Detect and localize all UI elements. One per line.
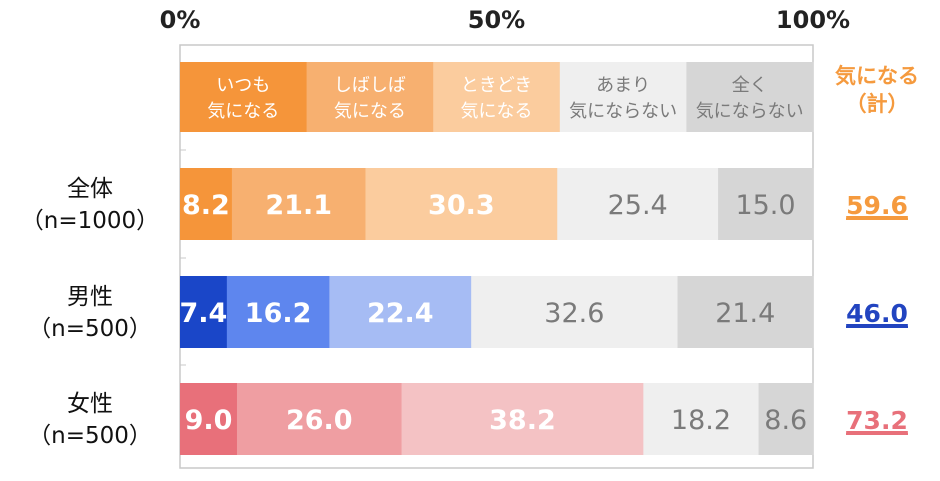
legend-label-line2: 気にならない <box>696 101 804 122</box>
bar-segment <box>231 168 366 240</box>
legend-label-line2: 気にならない <box>569 101 677 122</box>
data-label: 38.2 <box>489 405 556 436</box>
data-label: 8.2 <box>182 190 230 221</box>
plot-frame <box>179 44 814 469</box>
category-label-line2: （n=500） <box>28 423 152 449</box>
bar-segment <box>365 168 558 240</box>
sum-header-line2: （計） <box>845 92 909 116</box>
sum-value: 73.2 <box>846 406 908 435</box>
category-label-line1: 男性 <box>67 284 113 310</box>
data-label: 21.1 <box>265 190 332 221</box>
legend-label-line1: しばしば <box>334 75 406 96</box>
bar-segment <box>677 276 814 348</box>
legend-swatch <box>686 62 814 132</box>
sum-value: 59.6 <box>846 191 908 220</box>
bar-segment <box>180 168 233 240</box>
data-label: 21.4 <box>715 298 775 329</box>
data-label: 7.4 <box>179 298 227 329</box>
sum-column-header: 気になる （計） <box>818 62 936 118</box>
bar-segment <box>401 383 644 455</box>
legend-swatch <box>433 62 561 132</box>
legend-label-line2: 気になる <box>207 101 279 122</box>
category-label-line1: 女性 <box>67 391 113 417</box>
legend-label-line1: 全く <box>732 75 768 96</box>
data-label: 26.0 <box>286 405 353 436</box>
legend-swatch <box>559 62 687 132</box>
data-label: 16.2 <box>245 298 312 329</box>
data-label: 15.0 <box>735 190 795 221</box>
legend-label-line1: ときどき <box>461 75 532 96</box>
data-label: 25.4 <box>608 190 668 221</box>
data-label: 32.6 <box>544 298 604 329</box>
x-tick-label: 50% <box>468 6 525 34</box>
bar-segment <box>180 383 238 455</box>
category-label-line2: （n=1000） <box>21 208 159 234</box>
bar-segment <box>643 383 760 455</box>
data-label: 9.0 <box>185 405 233 436</box>
bar-segment <box>471 276 679 348</box>
bar-segment <box>180 276 228 348</box>
category-label-line2: （n=500） <box>28 316 152 342</box>
legend-label-line1: いつも <box>216 75 270 96</box>
bar-segment <box>557 168 719 240</box>
sum-value: 46.0 <box>846 299 908 328</box>
legend-label-line2: 気になる <box>334 101 406 122</box>
category-label-line1: 全体 <box>67 176 113 202</box>
bar-segment <box>329 276 472 348</box>
bar-segment <box>758 383 814 455</box>
x-tick-label: 100% <box>776 6 850 34</box>
data-label: 30.3 <box>428 190 495 221</box>
legend-swatch <box>306 62 434 132</box>
data-label: 22.4 <box>367 298 434 329</box>
x-tick-label: 0% <box>160 6 201 34</box>
sum-header-line1: 気になる <box>835 64 919 88</box>
legend-label-line1: あまり <box>596 75 650 96</box>
data-label: 8.6 <box>764 405 807 436</box>
bar-segment <box>236 383 403 455</box>
legend-swatch <box>180 62 308 132</box>
data-label: 18.2 <box>671 405 731 436</box>
bar-segment <box>226 276 330 348</box>
legend-label-line2: 気になる <box>461 101 533 122</box>
bar-segment <box>718 168 814 240</box>
